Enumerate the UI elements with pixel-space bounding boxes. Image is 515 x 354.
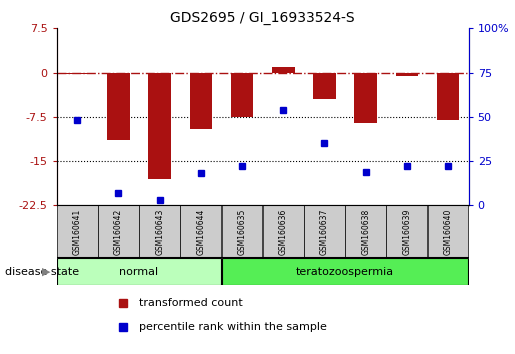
- Text: GSM160643: GSM160643: [155, 209, 164, 255]
- Bar: [345, 205, 386, 258]
- Bar: [354, 73, 377, 123]
- Bar: [148, 73, 171, 179]
- Bar: [221, 205, 263, 258]
- Text: GSM160644: GSM160644: [196, 209, 205, 255]
- Text: GSM160638: GSM160638: [361, 209, 370, 255]
- Bar: [57, 205, 98, 258]
- Bar: [263, 205, 304, 258]
- Text: GSM160640: GSM160640: [443, 209, 453, 255]
- Bar: [57, 258, 221, 285]
- Text: GSM160637: GSM160637: [320, 209, 329, 255]
- Bar: [313, 73, 336, 99]
- Bar: [386, 205, 427, 258]
- Text: GSM160641: GSM160641: [73, 209, 82, 255]
- Text: ▶: ▶: [42, 267, 50, 277]
- Bar: [139, 205, 180, 258]
- Bar: [437, 73, 459, 120]
- Bar: [427, 205, 469, 258]
- Text: percentile rank within the sample: percentile rank within the sample: [139, 322, 327, 332]
- Title: GDS2695 / GI_16933524-S: GDS2695 / GI_16933524-S: [170, 11, 355, 24]
- Text: transformed count: transformed count: [139, 298, 243, 308]
- Bar: [231, 73, 253, 117]
- Bar: [396, 73, 418, 75]
- Bar: [221, 258, 469, 285]
- Bar: [190, 73, 212, 129]
- Text: disease state: disease state: [5, 267, 79, 277]
- Bar: [304, 205, 345, 258]
- Text: GSM160636: GSM160636: [279, 209, 288, 255]
- Bar: [107, 73, 130, 141]
- Text: teratozoospermia: teratozoospermia: [296, 267, 394, 277]
- Bar: [98, 205, 139, 258]
- Text: GSM160639: GSM160639: [402, 209, 411, 255]
- Bar: [180, 205, 221, 258]
- Text: normal: normal: [119, 267, 159, 277]
- Bar: [66, 73, 89, 74]
- Text: GSM160635: GSM160635: [237, 209, 247, 255]
- Text: GSM160642: GSM160642: [114, 209, 123, 255]
- Bar: [272, 67, 295, 73]
